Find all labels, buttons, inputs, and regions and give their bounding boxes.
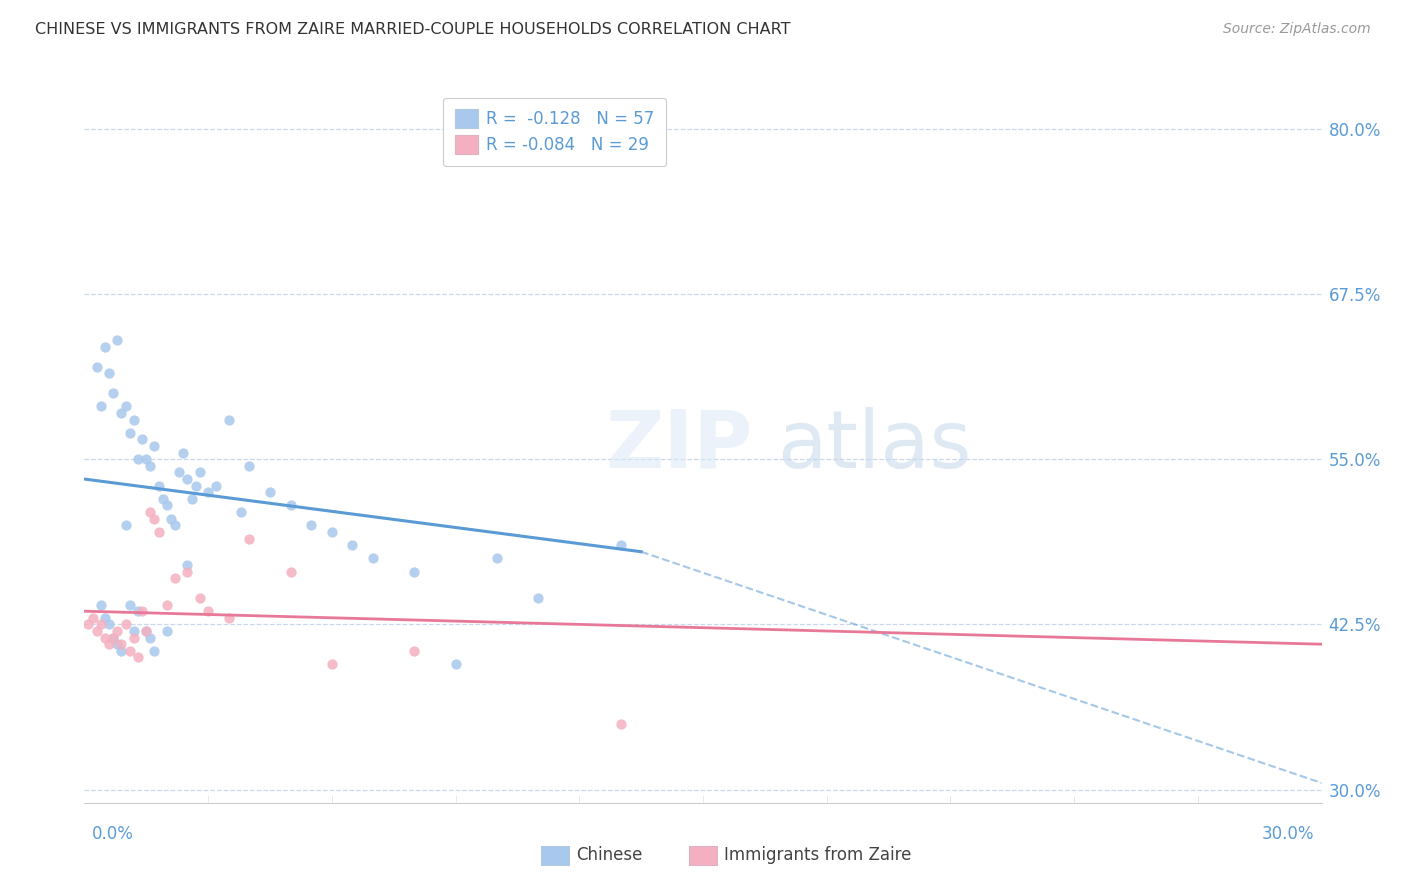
Point	[127, 650, 149, 665]
Text: 30.0%: 30.0%	[1263, 825, 1315, 843]
Point	[98, 367, 121, 381]
Text: ZIP: ZIP	[605, 407, 752, 485]
Point	[86, 624, 108, 638]
Point	[280, 499, 302, 513]
Point	[122, 631, 145, 645]
Point	[105, 637, 128, 651]
Point	[139, 505, 162, 519]
Point	[299, 518, 322, 533]
Point	[103, 386, 125, 401]
Point	[188, 466, 211, 480]
Point	[105, 624, 128, 638]
Point	[361, 551, 384, 566]
Point	[197, 485, 219, 500]
Point	[127, 452, 149, 467]
Point	[94, 611, 117, 625]
Point	[176, 565, 198, 579]
Point	[114, 518, 136, 533]
Point	[238, 458, 260, 473]
Point	[139, 458, 162, 473]
Point	[118, 598, 141, 612]
Point	[218, 412, 240, 426]
Point	[143, 439, 166, 453]
Y-axis label: Married-couple Households: Married-couple Households	[0, 346, 7, 546]
Point	[98, 617, 121, 632]
Point	[188, 591, 211, 605]
Point	[77, 617, 100, 632]
Point	[527, 591, 550, 605]
Point	[131, 433, 153, 447]
Point	[82, 611, 104, 625]
Point	[238, 532, 260, 546]
Point	[90, 617, 112, 632]
Point	[90, 598, 112, 612]
Point	[229, 505, 252, 519]
Point	[90, 400, 112, 414]
Point	[176, 558, 198, 572]
Point	[135, 452, 157, 467]
Legend: R =  -0.128   N = 57, R = -0.084   N = 29: R = -0.128 N = 57, R = -0.084 N = 29	[443, 97, 666, 166]
Point	[156, 598, 179, 612]
Point	[180, 491, 202, 506]
Point	[148, 478, 170, 492]
Point	[444, 657, 467, 671]
Point	[131, 604, 153, 618]
Point	[176, 472, 198, 486]
Point	[218, 611, 240, 625]
Point	[404, 565, 426, 579]
Point	[165, 571, 187, 585]
Point	[609, 538, 631, 552]
Point	[205, 478, 228, 492]
Point	[485, 551, 508, 566]
Point	[259, 485, 281, 500]
Point	[135, 624, 157, 638]
Point	[404, 644, 426, 658]
Point	[342, 538, 364, 552]
Point	[114, 617, 136, 632]
Point	[94, 631, 117, 645]
Point	[122, 412, 145, 426]
Point	[184, 478, 207, 492]
Point	[152, 491, 174, 506]
Point	[118, 644, 141, 658]
Point	[609, 716, 631, 731]
Text: atlas: atlas	[778, 407, 972, 485]
Point	[114, 400, 136, 414]
Point	[160, 511, 183, 525]
Point	[139, 631, 162, 645]
Point	[148, 524, 170, 539]
Point	[321, 657, 343, 671]
Point	[98, 637, 121, 651]
Point	[103, 631, 125, 645]
Point	[143, 644, 166, 658]
Text: 0.0%: 0.0%	[91, 825, 134, 843]
Text: Chinese: Chinese	[576, 847, 643, 864]
Point	[135, 624, 157, 638]
Point	[127, 604, 149, 618]
Point	[197, 604, 219, 618]
Point	[321, 524, 343, 539]
Point	[156, 624, 179, 638]
Point	[165, 518, 187, 533]
Point	[143, 511, 166, 525]
Point	[86, 359, 108, 374]
Point	[110, 637, 132, 651]
Text: CHINESE VS IMMIGRANTS FROM ZAIRE MARRIED-COUPLE HOUSEHOLDS CORRELATION CHART: CHINESE VS IMMIGRANTS FROM ZAIRE MARRIED…	[35, 22, 790, 37]
Point	[110, 406, 132, 420]
Point	[122, 624, 145, 638]
Point	[156, 499, 179, 513]
Point	[103, 631, 125, 645]
Point	[105, 333, 128, 347]
Text: Source: ZipAtlas.com: Source: ZipAtlas.com	[1223, 22, 1371, 37]
Point	[110, 644, 132, 658]
Point	[167, 466, 190, 480]
Point	[172, 445, 194, 459]
Point	[94, 340, 117, 354]
Point	[280, 565, 302, 579]
Point	[118, 425, 141, 440]
Text: Immigrants from Zaire: Immigrants from Zaire	[724, 847, 911, 864]
